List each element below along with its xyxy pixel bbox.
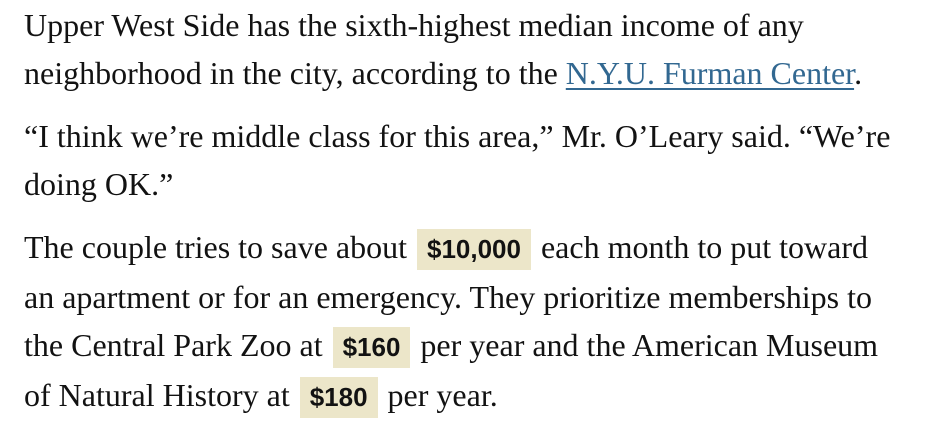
text-run: . (854, 55, 863, 91)
paragraph-savings-memberships: The couple tries to save about $10,000 e… (24, 223, 902, 421)
text-run: each month to put toward an apartment or… (24, 229, 872, 363)
text-run: The couple tries to save about (24, 229, 415, 265)
paragraph-income-ranking: Upper West Side has the sixth-highest me… (24, 1, 902, 97)
text-run: “I think we’re middle class for this are… (24, 118, 891, 202)
article-excerpt: Upper West Side has the sixth-highest me… (24, 1, 902, 421)
text-run: per year. (379, 377, 498, 413)
paragraph-quote: “I think we’re middle class for this are… (24, 112, 902, 208)
text-run: per year and the American Museum of Natu… (24, 327, 879, 413)
highlight-zoo-membership-amount: $160 (332, 327, 411, 368)
highlight-museum-membership-amount: $180 (299, 377, 378, 418)
nyu-furman-center-link[interactable]: N.Y.U. Furman Center (565, 55, 855, 91)
text-run: Upper West Side has the sixth-highest me… (24, 7, 804, 91)
highlight-monthly-savings-amount: $10,000 (416, 229, 531, 270)
